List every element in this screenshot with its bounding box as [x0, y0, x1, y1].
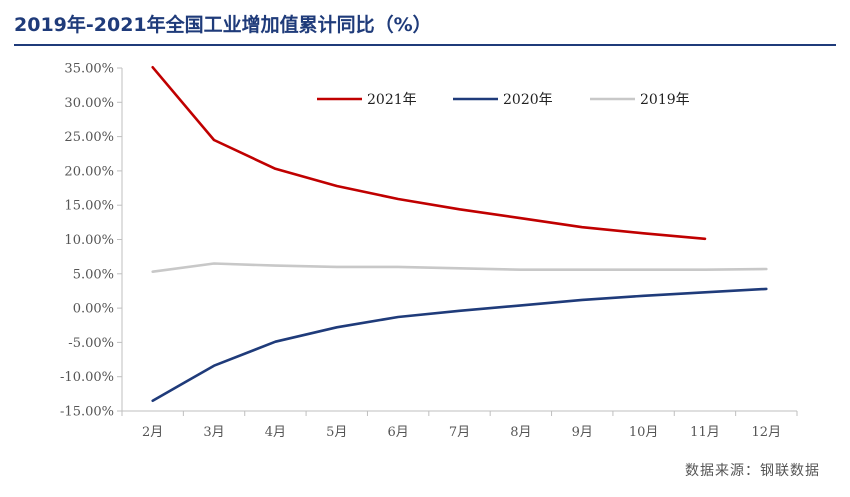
chart-title: 2019年-2021年全国工业增加值累计同比（%） [14, 14, 432, 36]
legend: 2021年 2020年 2019年 [317, 92, 690, 108]
source-note: 数据来源：钢联数据 [685, 463, 820, 479]
x-tick-label: 3月 [203, 425, 224, 440]
title-bar: 2019年-2021年全国工业增加值累计同比（%） [0, 0, 850, 48]
y-tick-label: 35.00% [64, 62, 114, 77]
y-tick-label: 30.00% [64, 96, 114, 111]
series-line-2020年 [151, 287, 768, 403]
legend-label: 2020年 [503, 92, 553, 108]
x-tick-label: 10月 [629, 425, 659, 440]
x-tick-label: 9月 [572, 425, 593, 440]
legend-label: 2019年 [640, 92, 690, 108]
x-tick-label: 11月 [690, 425, 720, 440]
x-tick-label: 5月 [326, 425, 347, 440]
y-tick-label: 25.00% [64, 130, 114, 145]
y-tick-label: 15.00% [64, 199, 114, 214]
y-tick-label: -10.00% [60, 370, 114, 385]
x-tick-label: 6月 [387, 425, 408, 440]
y-tick-label: -5.00% [68, 336, 114, 351]
y-tick-label: -15.00% [60, 405, 114, 420]
x-tick-label: 4月 [265, 425, 286, 440]
legend-label: 2021年 [367, 92, 417, 108]
axes [121, 68, 797, 412]
x-tick-label: 12月 [752, 425, 782, 440]
y-tick-label: 0.00% [73, 302, 114, 317]
y-axis-ticks: 35.00% 30.00% 25.00% 20.00% 15.00% 10.00% 5.00… [60, 62, 122, 420]
y-tick-label: 20.00% [64, 164, 114, 179]
x-axis-ticks: 2月 3月 4月 5月 6月 7月 8月 9月 10月 11月 12月 [121, 411, 798, 440]
y-tick-label: 5.00% [73, 267, 114, 282]
x-tick-label: 7月 [449, 425, 470, 440]
title-underline [14, 44, 836, 46]
x-tick-label: 8月 [510, 425, 531, 440]
y-tick-label: 10.00% [64, 233, 114, 248]
x-tick-label: 2月 [142, 425, 163, 440]
series-line-2021年 [151, 66, 707, 241]
series-line-2019年 [151, 262, 768, 274]
series-lines [151, 66, 768, 403]
